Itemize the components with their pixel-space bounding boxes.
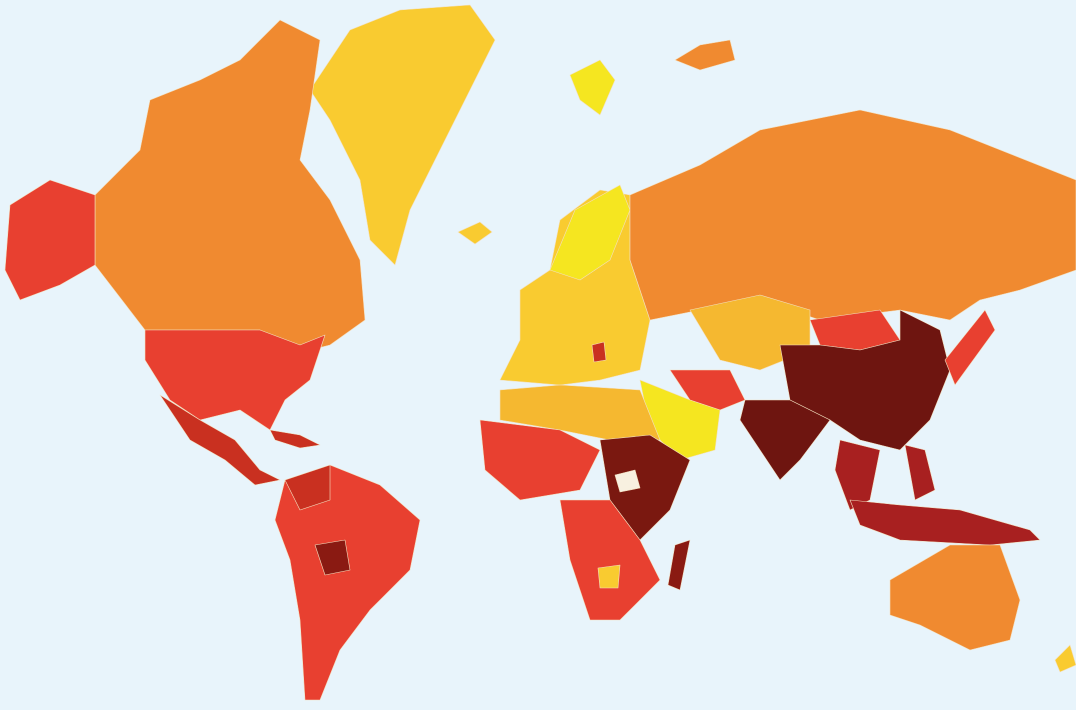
iran [669,369,746,411]
russia [629,109,1076,321]
south-america [274,464,421,701]
zambia [597,564,621,589]
mexico [159,394,281,486]
colombia [284,464,331,511]
caribbean [269,429,321,449]
japan [944,309,996,386]
arctic-islands [674,39,736,71]
philippines [904,444,936,501]
svalbard [569,59,616,116]
indonesia [849,499,1041,546]
west-africa [479,419,601,501]
madagascar [667,539,691,591]
india [739,399,831,481]
australia [889,544,1021,651]
southern-africa [559,499,661,621]
greenland [309,4,496,266]
alaska [4,179,96,301]
iceland [457,221,493,245]
south-sudan [614,469,641,493]
new-zealand [1054,644,1076,673]
usa [144,329,326,431]
bolivia [314,539,351,576]
serbia [591,341,607,363]
